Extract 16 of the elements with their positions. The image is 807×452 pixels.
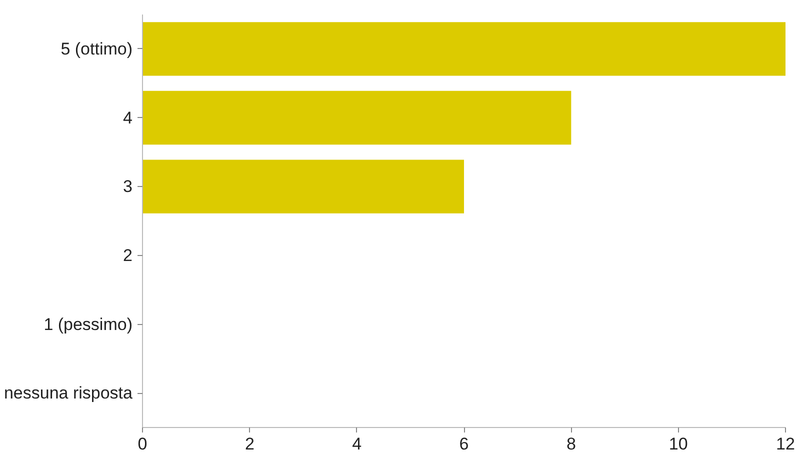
y-tick-label: 2 [123,246,133,265]
y-tick-label: nessuna risposta [4,384,134,403]
bar [142,160,464,214]
y-tick-label: 1 (pessimo) [44,314,133,334]
y-tick-label: 5 (ottimo) [60,39,133,58]
y-tick-label: 4 [123,108,133,128]
x-tick-label: 8 [566,434,576,452]
x-tick-label: 2 [244,434,254,452]
x-tick-label: 0 [138,434,148,452]
x-tick-label: 10 [668,434,688,452]
y-tick-label: 3 [123,177,133,196]
x-tick-label: 6 [459,434,469,452]
bar [142,22,786,76]
bar [142,90,572,145]
x-tick-label: 4 [352,434,362,452]
x-tick-label: 12 [776,434,795,452]
